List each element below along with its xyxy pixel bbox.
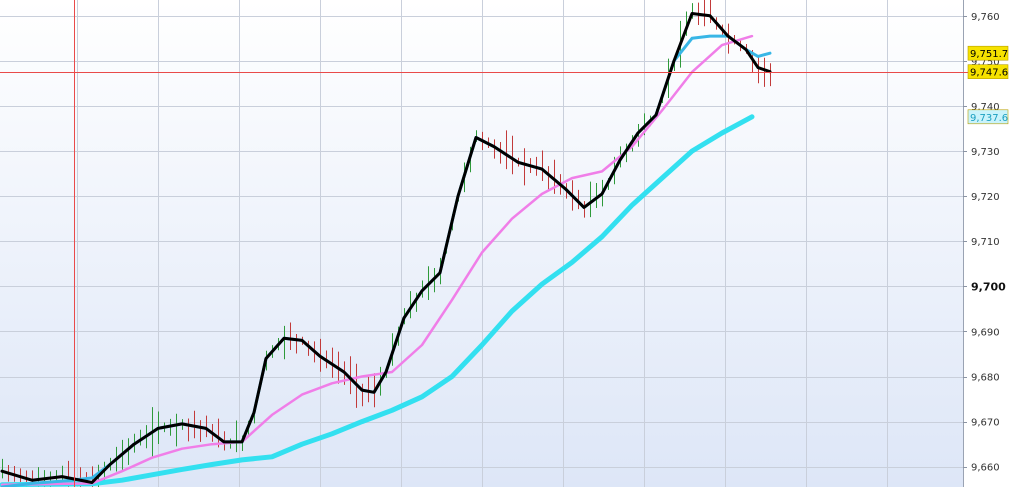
price-axis-label: 9,710 <box>971 237 1000 248</box>
price-ma-line <box>0 12 772 484</box>
price-axis-label: 9,730 <box>971 147 1000 158</box>
plot-background <box>0 0 963 487</box>
price-axis-background <box>963 0 1017 487</box>
price-axis: 9,660 9,670 9,680 9,690 9,700 9,710 9,720 9,730… <box>963 12 1006 474</box>
price-axis-label: 9,660 <box>971 463 1000 474</box>
price-tag-background <box>967 64 1009 79</box>
price-axis-label: 9,690 <box>971 327 1000 338</box>
price-tag: 9,751.7 <box>967 45 1009 61</box>
price-axis-label: 9,720 <box>971 192 1000 203</box>
medium-ma-line <box>0 34 754 486</box>
price-axis-label: 9,670 <box>971 418 1000 429</box>
grid-lines <box>0 0 963 487</box>
price-tag-label: 9,747.6 <box>970 68 1008 79</box>
price-tag-background <box>967 109 1009 125</box>
moving-average-lines <box>0 12 772 487</box>
price-tag-label: 9,751.7 <box>970 49 1008 60</box>
price-tag: 9,747.6 <box>967 64 1009 79</box>
price-tag: 9,737.6 <box>967 109 1009 125</box>
slow-ma-line <box>0 114 755 487</box>
price-tag-label: 9,737.6 <box>970 113 1008 124</box>
price-axis-label: 9,750 <box>971 57 1000 68</box>
price-axis-label: 9,700 <box>971 280 1006 293</box>
price-axis-label: 9,760 <box>971 12 1000 23</box>
price-tag-background <box>967 45 1009 61</box>
crosshair <box>0 0 968 487</box>
price-axis-label: 9,680 <box>971 373 1000 384</box>
price-tags: 9,751.7 9,747.6 9,737.6 <box>967 45 1009 125</box>
price-axis-label: 9,740 <box>971 102 1000 113</box>
